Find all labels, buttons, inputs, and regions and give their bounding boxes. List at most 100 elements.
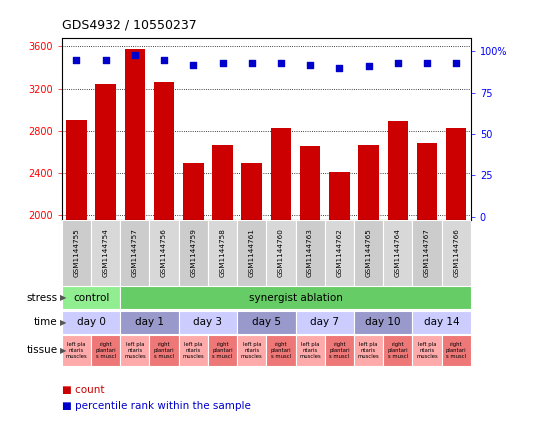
Bar	[295, 220, 325, 286]
Bar	[383, 220, 412, 286]
Bar	[295, 311, 354, 334]
Text: control: control	[73, 293, 109, 303]
Bar	[446, 129, 466, 423]
Text: left pla
ntaris
muscles: left pla ntaris muscles	[124, 342, 146, 359]
Text: stress: stress	[26, 293, 58, 303]
Point	[131, 51, 139, 58]
Bar	[242, 163, 262, 423]
Text: day 1: day 1	[135, 317, 164, 327]
Bar	[208, 220, 237, 286]
Bar	[121, 335, 150, 365]
Bar	[213, 146, 233, 423]
Bar	[125, 49, 145, 423]
Bar	[62, 286, 121, 309]
Bar	[237, 220, 266, 286]
Bar	[442, 220, 471, 286]
Text: ▶: ▶	[60, 346, 66, 355]
Text: GSM1144763: GSM1144763	[307, 228, 313, 277]
Bar	[329, 172, 350, 423]
Text: day 7: day 7	[310, 317, 339, 327]
Bar	[91, 220, 121, 286]
Bar	[62, 220, 91, 286]
Point	[160, 56, 168, 63]
Bar	[121, 220, 150, 286]
Bar	[442, 335, 471, 365]
Text: GSM1144757: GSM1144757	[132, 228, 138, 277]
Text: day 5: day 5	[252, 317, 281, 327]
Bar	[150, 335, 179, 365]
Text: tissue: tissue	[26, 346, 58, 355]
Point	[101, 56, 110, 63]
Text: ■ count: ■ count	[62, 385, 104, 395]
Bar	[300, 146, 320, 423]
Text: right
plantari
s muscl: right plantari s muscl	[154, 342, 174, 359]
Point	[393, 60, 402, 66]
Text: left pla
ntaris
muscles: left pla ntaris muscles	[66, 342, 87, 359]
Bar	[387, 121, 408, 423]
Bar	[208, 335, 237, 365]
Bar	[417, 143, 437, 423]
Text: left pla
ntaris
muscles: left pla ntaris muscles	[358, 342, 379, 359]
Text: GSM1144760: GSM1144760	[278, 228, 284, 277]
Text: left pla
ntaris
muscles: left pla ntaris muscles	[416, 342, 438, 359]
Text: GDS4932 / 10550237: GDS4932 / 10550237	[62, 19, 196, 32]
Bar	[121, 286, 471, 309]
Bar	[358, 146, 379, 423]
Bar	[412, 220, 442, 286]
Point	[423, 60, 431, 66]
Point	[72, 56, 81, 63]
Text: ■ percentile rank within the sample: ■ percentile rank within the sample	[62, 401, 251, 411]
Bar	[62, 311, 121, 334]
Text: GSM1144761: GSM1144761	[249, 228, 254, 277]
Text: GSM1144755: GSM1144755	[74, 228, 80, 277]
Bar	[150, 220, 179, 286]
Text: ▶: ▶	[60, 318, 66, 327]
Bar	[66, 120, 87, 423]
Bar	[62, 335, 91, 365]
Bar	[237, 335, 266, 365]
Bar	[412, 335, 442, 365]
Bar	[325, 220, 354, 286]
Bar	[95, 84, 116, 423]
Point	[364, 63, 373, 69]
Bar	[91, 335, 121, 365]
Bar	[121, 311, 179, 334]
Bar	[266, 220, 295, 286]
Text: left pla
ntaris
muscles: left pla ntaris muscles	[182, 342, 204, 359]
Text: GSM1144767: GSM1144767	[424, 228, 430, 277]
Text: right
plantari
s muscl: right plantari s muscl	[95, 342, 116, 359]
Bar	[237, 311, 295, 334]
Text: right
plantari
s muscl: right plantari s muscl	[212, 342, 233, 359]
Text: GSM1144762: GSM1144762	[336, 228, 342, 277]
Point	[247, 60, 256, 66]
Point	[306, 61, 314, 68]
Bar	[179, 220, 208, 286]
Text: left pla
ntaris
muscles: left pla ntaris muscles	[299, 342, 321, 359]
Text: GSM1144758: GSM1144758	[220, 228, 225, 277]
Text: left pla
ntaris
muscles: left pla ntaris muscles	[241, 342, 263, 359]
Bar	[325, 335, 354, 365]
Bar	[154, 82, 174, 423]
Text: ▶: ▶	[60, 293, 66, 302]
Point	[452, 60, 461, 66]
Text: day 0: day 0	[76, 317, 105, 327]
Text: day 14: day 14	[424, 317, 459, 327]
Bar	[295, 335, 325, 365]
Bar	[271, 129, 291, 423]
Text: GSM1144765: GSM1144765	[365, 228, 372, 277]
Point	[189, 61, 197, 68]
Bar	[266, 335, 295, 365]
Text: GSM1144764: GSM1144764	[395, 228, 401, 277]
Bar	[179, 335, 208, 365]
Text: time: time	[34, 317, 58, 327]
Bar	[354, 220, 383, 286]
Bar	[183, 163, 203, 423]
Text: synergist ablation: synergist ablation	[249, 293, 343, 303]
Point	[335, 64, 344, 71]
Text: right
plantari
s muscl: right plantari s muscl	[329, 342, 350, 359]
Text: GSM1144754: GSM1144754	[103, 228, 109, 277]
Bar	[354, 335, 383, 365]
Text: day 10: day 10	[365, 317, 401, 327]
Point	[218, 60, 227, 66]
Text: day 3: day 3	[193, 317, 222, 327]
